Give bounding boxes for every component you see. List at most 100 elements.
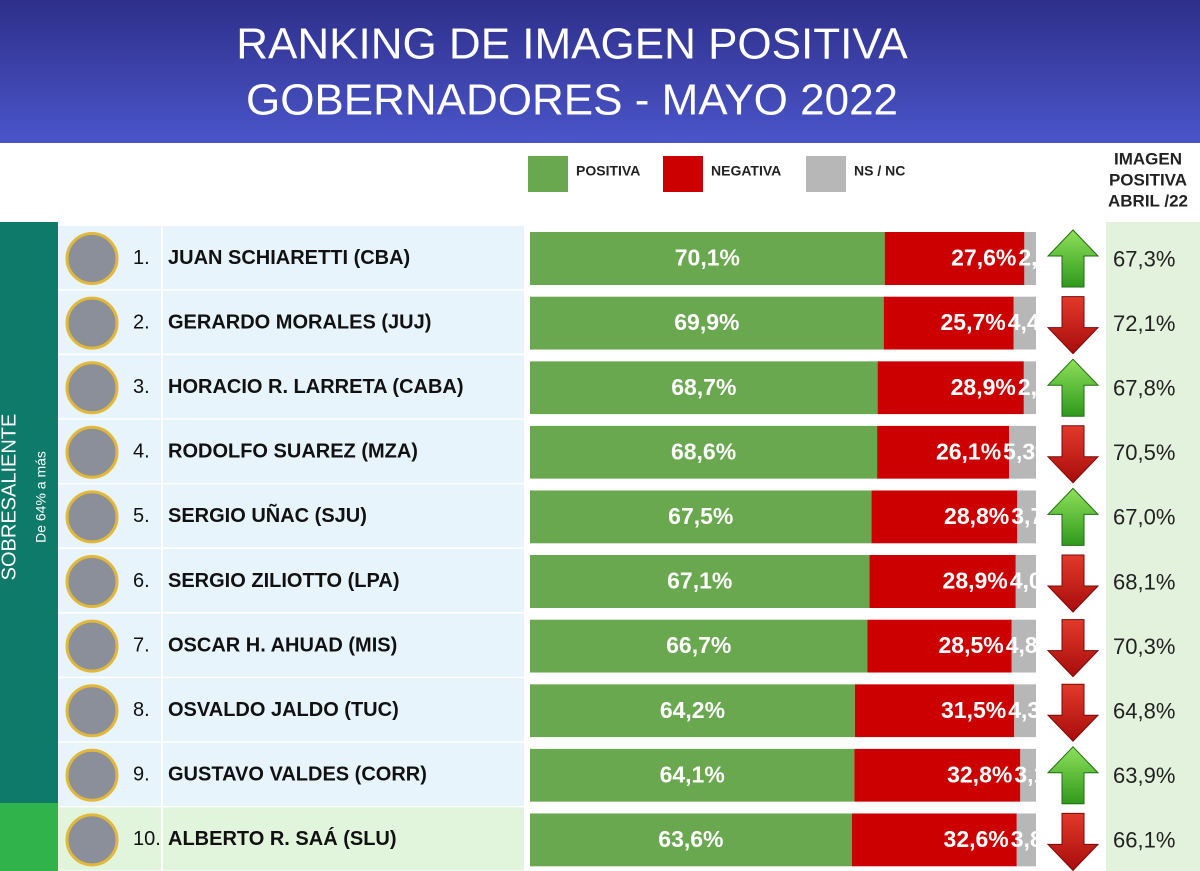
value-label: 64,1% (660, 761, 725, 787)
bar-row: 64,2% 31,5% 4,3% (530, 684, 1060, 738)
value-label: 28,9% (951, 374, 1016, 400)
bar-segment (530, 555, 870, 608)
value-label: 69,9% (674, 309, 739, 335)
bar-segment (877, 361, 1024, 415)
name-cell (58, 355, 524, 419)
bar-segment (530, 361, 878, 415)
title-line: RANKING DE IMAGEN POSITIVA (236, 20, 908, 69)
value-label: 28,5% (938, 632, 1003, 658)
arrow-up (1046, 746, 1100, 805)
value-label: 2,4% (1018, 374, 1070, 400)
name: SERGIO UÑAC (SJU) (168, 504, 367, 527)
bar-row: 69,9% 25,7% 4,4% (530, 296, 1036, 350)
bar-segment (869, 555, 1016, 608)
header-band (0, 0, 1200, 143)
bar-segment (530, 619, 868, 673)
rank: 4. (133, 441, 150, 463)
bar-segment (871, 490, 1018, 544)
photo (65, 813, 119, 867)
name: ALBERTO R. SAÁ (SLU) (168, 827, 397, 850)
value-label: 63,6% (658, 826, 723, 852)
photo (65, 425, 119, 479)
bar-row: 66,7% 28,5% 4,8% (530, 619, 1058, 673)
previous-value: 70,3% (1113, 634, 1175, 659)
arrow-down (1046, 425, 1100, 484)
photo (65, 748, 119, 802)
value-label: 27,6% (951, 245, 1016, 271)
value-label: 3,7% (1011, 503, 1063, 529)
previous-value: 72,1% (1113, 311, 1175, 336)
group-band (0, 222, 58, 803)
legend-label: POSITIVA (576, 163, 640, 179)
bar-segment (1024, 232, 1036, 285)
bar-segment (883, 296, 1014, 350)
bar-segment (1020, 748, 1036, 802)
value-label: 32,6% (944, 826, 1009, 852)
bar-segment (1009, 425, 1036, 479)
bar-segment (1017, 490, 1036, 544)
value-label: 25,7% (941, 309, 1006, 335)
previous-value: 66,1% (1113, 828, 1175, 853)
legend-swatch (663, 156, 703, 192)
value-label: 4,8% (1006, 632, 1058, 658)
rank: 5. (133, 505, 150, 527)
bar-segment (1015, 555, 1036, 608)
bar-segment (530, 232, 885, 285)
legend-swatch (806, 156, 846, 192)
photo (65, 555, 119, 608)
arrow-down (1046, 683, 1100, 742)
rank: 2. (133, 311, 150, 333)
value-label: 31,5% (941, 697, 1006, 723)
value-label: 2,3% (1018, 245, 1070, 271)
name-cell (58, 807, 524, 871)
value-label: 67,5% (668, 503, 733, 529)
value-label: 70,1% (675, 245, 740, 271)
rank: 8. (133, 699, 150, 721)
photo (65, 232, 119, 285)
group-band-next (0, 803, 58, 871)
bar-segment (1014, 684, 1036, 738)
photo (65, 684, 119, 738)
rank: 1. (133, 247, 150, 269)
previous-title: POSITIVA (1109, 170, 1187, 189)
previous-value: 68,1% (1113, 569, 1175, 594)
bar-row: 63,6% 32,6% 3,8% (530, 813, 1063, 867)
previous-value: 70,5% (1113, 440, 1175, 465)
group-sublabel: De 64% a más (33, 451, 49, 543)
name: OSVALDO JALDO (TUC) (168, 699, 399, 721)
bar-segment (854, 684, 1015, 738)
legend-label: NEGATIVA (711, 163, 781, 179)
previous-value: 67,3% (1113, 246, 1175, 271)
previous-title: IMAGEN (1114, 149, 1182, 168)
name-cell (58, 484, 524, 548)
arrow-up (1046, 358, 1100, 417)
value-label: 4,3% (1008, 697, 1060, 723)
rank: 10. (133, 828, 161, 850)
arrow-down (1046, 554, 1100, 613)
name-cell (58, 419, 524, 483)
value-label: 28,8% (944, 503, 1009, 529)
bar-row: 68,6% 26,1% 5,3% (530, 425, 1055, 479)
value-label: 3,8% (1011, 826, 1063, 852)
value-label: 66,7% (666, 632, 731, 658)
legend-label: NS / NC (854, 163, 905, 179)
bar-segment (530, 813, 852, 867)
arrow-down (1046, 296, 1100, 355)
value-label: 3,1% (1014, 761, 1066, 787)
value-label: 5,3% (1003, 438, 1055, 464)
name-cell (58, 678, 524, 742)
bar-segment (530, 748, 855, 802)
rank: 7. (133, 634, 150, 656)
name: GERARDO MORALES (JUJ) (168, 311, 431, 333)
value-label: 67,1% (667, 568, 732, 594)
name: OSCAR H. AHUAD (MIS) (168, 634, 397, 656)
bar-segment (1023, 361, 1036, 415)
bar-segment (884, 232, 1025, 285)
bar-row: 67,1% 28,9% 4,0% (530, 555, 1036, 608)
arrow-up (1046, 229, 1100, 288)
photo (65, 490, 119, 544)
previous-title: ABRIL /22 (1108, 191, 1188, 210)
previous-column (1106, 222, 1200, 871)
bar-row: 64,1% 32,8% 3,1% (530, 748, 1066, 802)
arrow-down (1046, 812, 1100, 871)
